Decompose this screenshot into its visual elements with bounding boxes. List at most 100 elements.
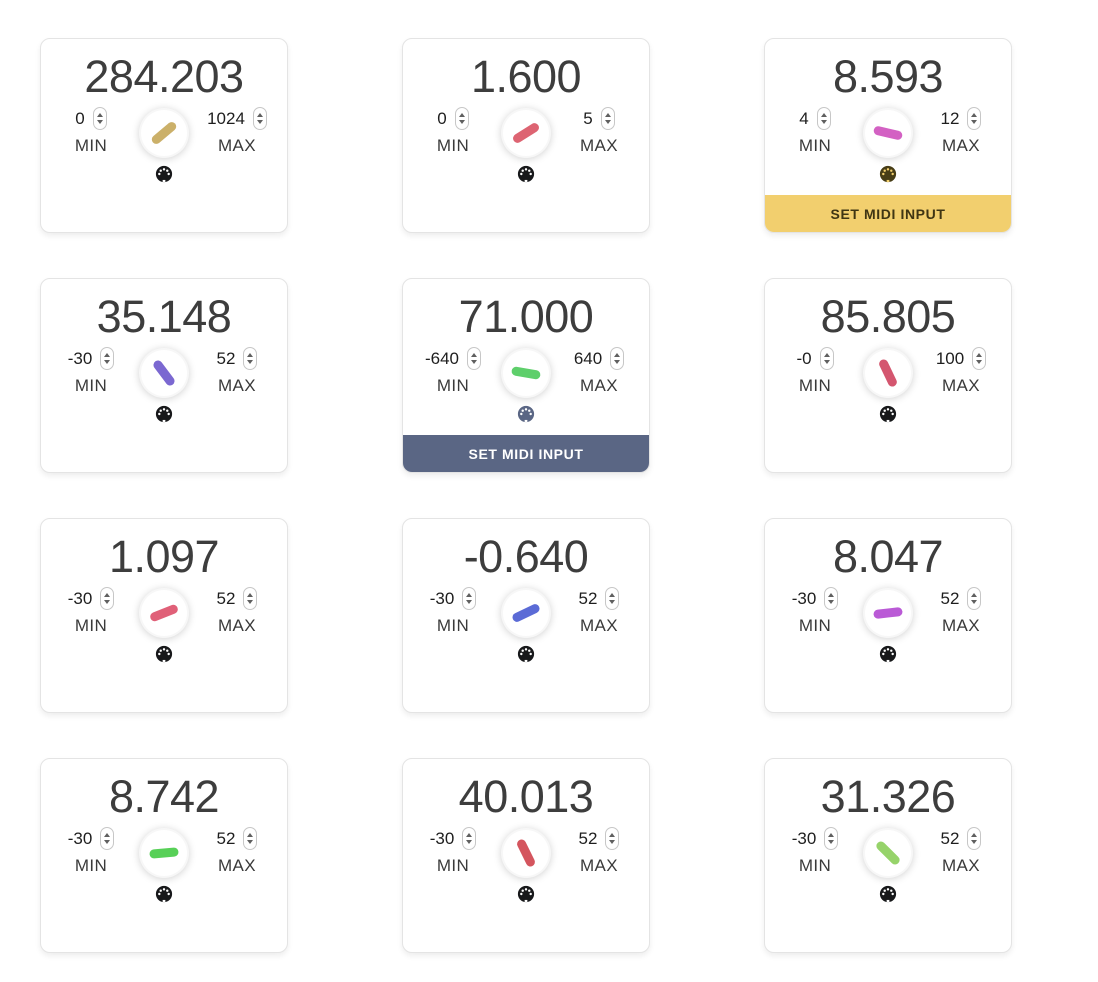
min-value[interactable]: -30 <box>67 348 93 368</box>
knob[interactable] <box>865 109 911 156</box>
stepper-up-arrow-icon[interactable] <box>604 113 611 118</box>
min-stepper[interactable] <box>824 827 839 851</box>
stepper-up-arrow-icon[interactable] <box>458 113 465 118</box>
max-value[interactable]: 52 <box>578 588 598 608</box>
knob[interactable] <box>503 829 549 876</box>
min-value[interactable]: -30 <box>429 828 455 848</box>
stepper-down-arrow-icon[interactable] <box>609 600 616 605</box>
midi-din-icon[interactable] <box>517 405 535 423</box>
stepper-down-arrow-icon[interactable] <box>828 840 835 845</box>
midi-din-icon[interactable] <box>879 405 897 423</box>
stepper-up-arrow-icon[interactable] <box>466 833 473 838</box>
max-stepper[interactable] <box>967 107 982 131</box>
midi-din-icon[interactable] <box>879 885 897 903</box>
min-stepper[interactable] <box>824 587 839 611</box>
stepper-down-arrow-icon[interactable] <box>609 840 616 845</box>
stepper-up-arrow-icon[interactable] <box>823 353 830 358</box>
min-stepper[interactable] <box>100 827 115 851</box>
min-value[interactable]: -30 <box>67 588 93 608</box>
max-value[interactable]: 100 <box>935 348 965 368</box>
stepper-down-arrow-icon[interactable] <box>104 840 111 845</box>
set-midi-input-banner[interactable]: SET MIDI INPUT <box>403 435 649 472</box>
min-value[interactable]: 4 <box>799 108 809 128</box>
midi-din-icon[interactable] <box>517 885 535 903</box>
min-stepper[interactable] <box>467 347 482 371</box>
stepper-down-arrow-icon[interactable] <box>471 360 478 365</box>
min-stepper[interactable] <box>92 107 107 131</box>
stepper-up-arrow-icon[interactable] <box>247 593 254 598</box>
knob[interactable] <box>141 109 187 156</box>
min-stepper[interactable] <box>816 107 831 131</box>
max-stepper[interactable] <box>243 587 258 611</box>
stepper-down-arrow-icon[interactable] <box>104 600 111 605</box>
stepper-up-arrow-icon[interactable] <box>976 353 983 358</box>
stepper-up-arrow-icon[interactable] <box>104 353 111 358</box>
knob[interactable] <box>865 589 911 636</box>
stepper-down-arrow-icon[interactable] <box>976 360 983 365</box>
stepper-up-arrow-icon[interactable] <box>609 833 616 838</box>
min-stepper[interactable] <box>454 107 469 131</box>
min-stepper[interactable] <box>100 347 115 371</box>
stepper-down-arrow-icon[interactable] <box>247 600 254 605</box>
min-value[interactable]: -30 <box>67 828 93 848</box>
max-value[interactable]: 52 <box>216 588 236 608</box>
stepper-down-arrow-icon[interactable] <box>828 600 835 605</box>
stepper-up-arrow-icon[interactable] <box>104 593 111 598</box>
stepper-down-arrow-icon[interactable] <box>458 120 465 125</box>
stepper-up-arrow-icon[interactable] <box>820 113 827 118</box>
min-value[interactable]: -0 <box>796 348 812 368</box>
midi-din-icon[interactable] <box>517 165 535 183</box>
midi-din-icon[interactable] <box>879 645 897 663</box>
stepper-down-arrow-icon[interactable] <box>614 360 621 365</box>
stepper-down-arrow-icon[interactable] <box>820 120 827 125</box>
min-value[interactable]: -30 <box>791 828 817 848</box>
midi-din-icon[interactable] <box>155 645 173 663</box>
stepper-up-arrow-icon[interactable] <box>971 593 978 598</box>
stepper-up-arrow-icon[interactable] <box>247 353 254 358</box>
stepper-up-arrow-icon[interactable] <box>247 833 254 838</box>
stepper-up-arrow-icon[interactable] <box>971 113 978 118</box>
knob[interactable] <box>865 829 911 876</box>
max-stepper[interactable] <box>967 827 982 851</box>
stepper-down-arrow-icon[interactable] <box>971 120 978 125</box>
max-stepper[interactable] <box>252 107 267 131</box>
max-stepper[interactable] <box>243 347 258 371</box>
stepper-down-arrow-icon[interactable] <box>256 120 263 125</box>
min-stepper[interactable] <box>462 587 477 611</box>
stepper-up-arrow-icon[interactable] <box>96 113 103 118</box>
max-stepper[interactable] <box>967 587 982 611</box>
knob[interactable] <box>141 829 187 876</box>
max-value[interactable]: 52 <box>216 828 236 848</box>
max-value[interactable]: 640 <box>573 348 603 368</box>
stepper-down-arrow-icon[interactable] <box>96 120 103 125</box>
knob[interactable] <box>141 589 187 636</box>
stepper-down-arrow-icon[interactable] <box>466 840 473 845</box>
knob[interactable] <box>865 349 911 396</box>
stepper-up-arrow-icon[interactable] <box>828 593 835 598</box>
max-stepper[interactable] <box>243 827 258 851</box>
max-value[interactable]: 5 <box>583 108 593 128</box>
stepper-down-arrow-icon[interactable] <box>104 360 111 365</box>
midi-din-icon[interactable] <box>155 885 173 903</box>
knob[interactable] <box>503 109 549 156</box>
min-value[interactable]: 0 <box>437 108 447 128</box>
min-value[interactable]: 0 <box>75 108 85 128</box>
stepper-down-arrow-icon[interactable] <box>466 600 473 605</box>
stepper-up-arrow-icon[interactable] <box>471 353 478 358</box>
stepper-up-arrow-icon[interactable] <box>614 353 621 358</box>
stepper-up-arrow-icon[interactable] <box>971 833 978 838</box>
max-value[interactable]: 52 <box>940 588 960 608</box>
min-value[interactable]: -640 <box>424 348 460 368</box>
stepper-up-arrow-icon[interactable] <box>466 593 473 598</box>
knob[interactable] <box>503 349 549 396</box>
max-stepper[interactable] <box>600 107 615 131</box>
knob[interactable] <box>503 589 549 636</box>
stepper-down-arrow-icon[interactable] <box>971 600 978 605</box>
stepper-up-arrow-icon[interactable] <box>104 833 111 838</box>
max-value[interactable]: 12 <box>940 108 960 128</box>
min-stepper[interactable] <box>819 347 834 371</box>
max-stepper[interactable] <box>972 347 987 371</box>
min-stepper[interactable] <box>462 827 477 851</box>
max-stepper[interactable] <box>605 587 620 611</box>
midi-din-icon[interactable] <box>155 165 173 183</box>
